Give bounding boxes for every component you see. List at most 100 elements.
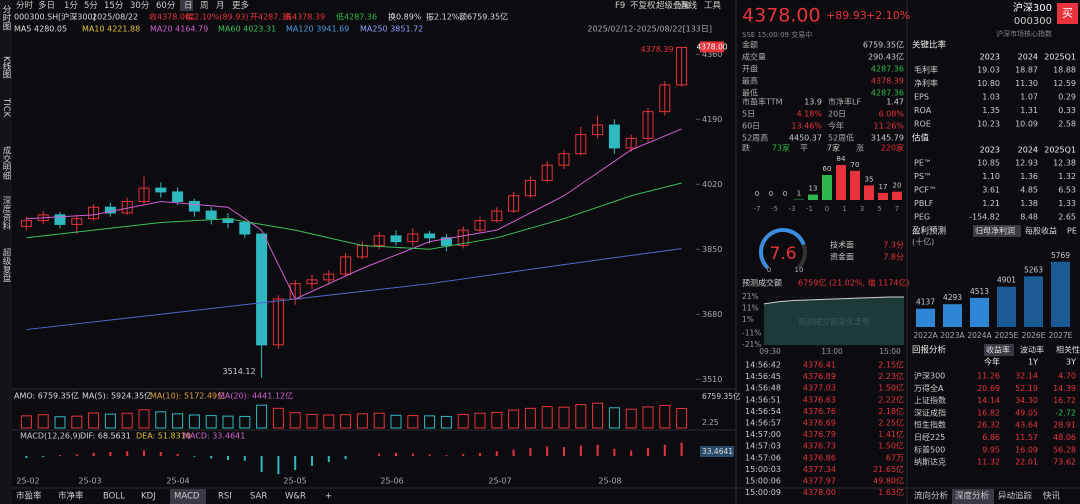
side-tab[interactable]: 深度资料 [1,196,11,231]
tab[interactable]: 波动率 [1020,345,1044,355]
panel-tab[interactable]: 快讯 [1043,491,1061,502]
bar-value: 1 [797,190,801,198]
forecast-bar [943,304,962,327]
y-tick-label: 4020 [702,180,722,189]
period-tab[interactable]: 1分 [64,1,78,11]
label: 18.88 [1053,66,1076,75]
bar-value: 4513 [970,287,989,296]
tab[interactable]: PE [1067,227,1077,236]
y-tick-label: 3680 [702,310,722,319]
label: 开4287.36 [250,13,291,22]
column-header: 2025Q1 [1044,146,1076,155]
candle-body [625,137,637,149]
x-tick-label: 25-03 [78,477,101,486]
section-title: 回报分析 [912,345,947,356]
indicator-tab[interactable]: 市盈率 [16,491,42,502]
label: 上证指数 [914,395,946,405]
side-tab[interactable]: TICK [1,97,11,118]
label: 26.32 [977,421,1000,430]
distribution-bar [878,192,888,200]
tab[interactable]: 每股收益 [1025,226,1057,236]
label: 4.70 [1058,372,1076,381]
label: 14:56:42 [745,361,781,370]
label: 恒生指数 [914,420,946,430]
toolbar-button[interactable]: 超级叠加 [656,0,690,11]
indicator-tab[interactable]: W&R [285,492,306,502]
tab-highlight [952,489,994,504]
buy-button[interactable] [1057,3,1078,24]
candle-body [575,134,587,155]
panel-tab[interactable]: 深度分析 [955,491,990,502]
label: 12.38 [1053,159,1076,168]
indicator-tab[interactable]: 市净率 [58,491,84,502]
toolbar-button[interactable]: 工具 [704,1,722,11]
indicator-tab[interactable]: + [325,492,332,502]
label: 8.48 [1020,213,1038,222]
side-tab[interactable]: 分时图 [1,5,11,31]
indicator-tab[interactable]: SAR [250,492,267,502]
indicator-tab[interactable]: RSI [218,492,232,502]
tab-highlight [973,225,1021,237]
label: 深证成指 [914,407,946,417]
tab[interactable]: 相关性 [1056,345,1080,355]
period-tab[interactable]: 更多 [232,0,250,11]
toolbar-button[interactable]: F9 [615,1,625,11]
period-tab[interactable]: 日 [184,1,193,11]
candle-body [306,279,318,285]
indicator-tab[interactable]: KDJ [141,492,156,502]
label: 万得全A [914,383,944,393]
label: 4450.37 [789,134,822,143]
period-tab[interactable]: 5分 [84,1,98,11]
period-tab[interactable]: 15分 [104,1,124,11]
candle-body [457,229,469,246]
label: 2.15亿 [878,360,904,370]
bar-value: 84 [837,155,846,163]
label: 6.08% [879,110,905,119]
label: 290.43亿 [868,52,904,62]
label: 2025/02/12-2025/08/22[133日] [587,25,712,34]
volume-bar [608,407,620,429]
candle-body [340,256,352,275]
label: 涨 [856,143,864,153]
label: 1.47 [886,98,904,107]
toolbar-button[interactable]: 画线 [680,0,698,11]
panel-tab[interactable]: 流向分析 [914,491,949,502]
label: 7.3分 [883,241,904,250]
toolbar-button[interactable]: 不复权 [630,0,656,11]
volume-bar [88,412,100,429]
period-tab[interactable]: 多日 [38,0,55,11]
label: 6759亿 (21.02%, 增 1174亿) [798,278,910,288]
tab[interactable]: 收益率 [986,345,1010,355]
period-tab[interactable]: 周 [200,1,209,11]
volume-bar [424,415,436,429]
label: -2.72 [1055,408,1076,417]
label: 11.30 [1015,79,1038,88]
indicator-tab[interactable]: BOLL [103,492,125,502]
period-tab[interactable]: 月 [216,1,225,11]
label: 4376.73 [803,442,836,451]
candle-body [138,187,150,202]
y-tick-label: 4360 [702,50,722,59]
side-tab[interactable]: 成交明细 [1,145,11,181]
label: 平 [800,144,808,153]
side-tab[interactable]: K线图 [1,56,11,80]
panel-tab[interactable]: 异动追踪 [998,491,1033,502]
period-tab[interactable]: 分时 [16,0,34,11]
period-tab[interactable]: 30分 [130,1,150,11]
period-tab[interactable]: 60分 [156,1,176,11]
column-header: 2023 [980,146,1000,155]
label: 高4378.39 [284,12,325,22]
ma-line [26,182,682,250]
side-tab[interactable]: 超级复盘 [1,247,11,282]
label: 2025/08/22 [92,13,138,22]
column-header: 2025Q1 [1044,53,1076,62]
label: AMO: 6759.35亿 [14,391,79,401]
buy-label[interactable]: 买 [1062,7,1073,20]
candle-body [239,222,251,235]
volume-bar [676,407,688,429]
tab[interactable]: 归母净利润 [975,226,1015,236]
label: 11.26% [873,122,904,131]
indicator-tab[interactable]: MACD [174,492,200,502]
volume-bar [138,409,150,429]
label: 1.32 [1058,172,1076,181]
